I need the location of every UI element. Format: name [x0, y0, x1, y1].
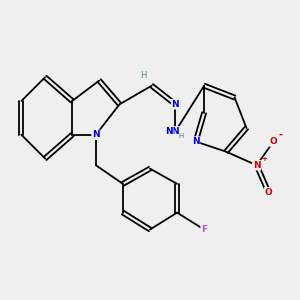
- Text: N: N: [172, 100, 179, 109]
- Text: N: N: [253, 161, 260, 170]
- Text: O: O: [265, 188, 272, 197]
- Text: N: N: [166, 127, 173, 136]
- Text: F: F: [201, 225, 207, 234]
- Text: +: +: [261, 156, 267, 162]
- Text: O: O: [270, 137, 278, 146]
- Text: H: H: [140, 71, 146, 80]
- Text: N: N: [92, 130, 100, 139]
- Text: N: N: [192, 137, 200, 146]
- Text: H: H: [179, 134, 184, 140]
- Text: -: -: [279, 130, 283, 140]
- Text: N: N: [172, 127, 179, 136]
